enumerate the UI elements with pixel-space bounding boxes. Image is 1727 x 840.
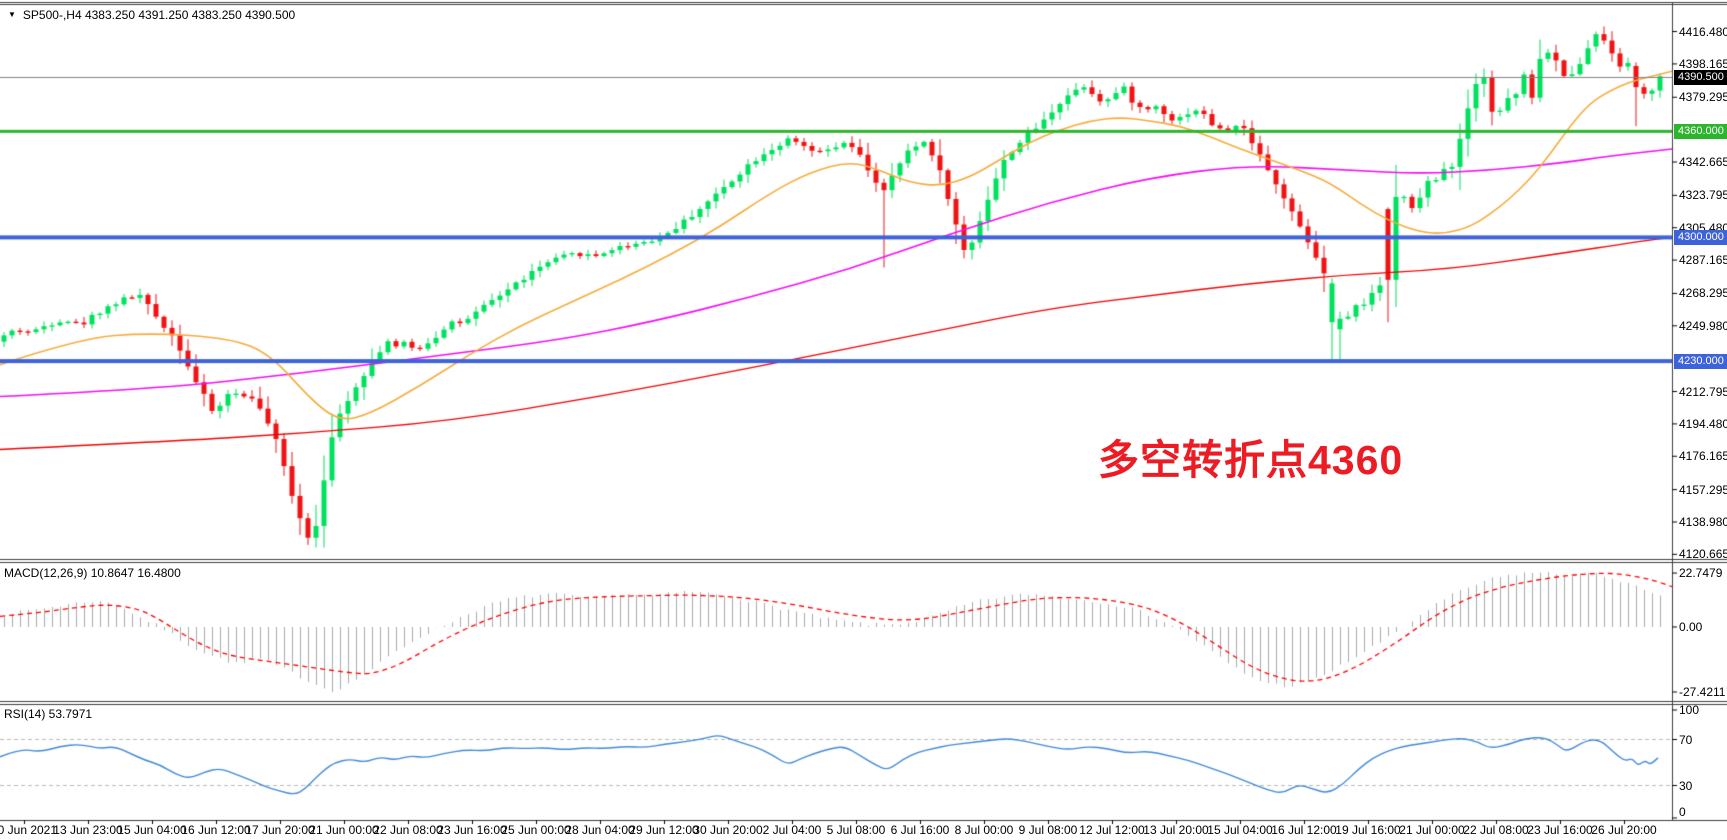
rsi-tick-label: 100: [1679, 703, 1700, 717]
price-tick-label: 4120.665: [1679, 547, 1727, 562]
price-tick-label: 4323.795: [1679, 188, 1727, 203]
time-tick-label: 5 Jul 08:00: [826, 823, 886, 837]
time-tick-label: 16 Jul 12:00: [1271, 823, 1337, 837]
macd-indicator-label: MACD(12,26,9) 10.8647 16.4800: [4, 566, 181, 580]
macd-tick-label: 22.7479: [1679, 566, 1723, 581]
price-level-badge: 4390.500: [1674, 69, 1727, 85]
time-tick-label: 22 Jul 08:00: [1463, 823, 1529, 837]
price-tick-label: 4138.980: [1679, 514, 1727, 529]
macd-tick-label: -27.4211: [1679, 684, 1726, 699]
time-tick-label: 29 Jun 12:00: [629, 823, 699, 837]
time-tick-label: 12 Jul 12:00: [1079, 823, 1145, 837]
price-tick-label: 4194.480: [1679, 416, 1727, 431]
time-tick-label: 8 Jul 00:00: [954, 823, 1014, 837]
time-tick-label: 17 Jun 20:00: [245, 823, 315, 837]
time-tick-label: 6 Jul 16:00: [890, 823, 950, 837]
price-tick-label: 4379.295: [1679, 90, 1727, 105]
time-tick-label: 15 Jun 04:00: [117, 823, 187, 837]
time-tick-label: 28 Jun 04:00: [565, 823, 635, 837]
symbol-dropdown-icon[interactable]: ▼: [8, 10, 16, 19]
price-tick-label: 4342.665: [1679, 154, 1727, 169]
chart-title: SP500-,H4 4383.250 4391.250 4383.250 439…: [22, 8, 296, 22]
time-tick-label: 16 Jun 12:00: [181, 823, 251, 837]
time-tick-label: 13 Jun 23:00: [53, 823, 123, 837]
time-tick-label: 23 Jun 16:00: [437, 823, 507, 837]
price-tick-label: 4398.165: [1679, 56, 1727, 71]
price-tick-label: 4416.480: [1679, 24, 1727, 39]
price-level-badge: 4230.000: [1674, 353, 1727, 369]
time-tick-label: 22 Jun 08:00: [373, 823, 443, 837]
price-tick-label: 4212.795: [1679, 384, 1727, 399]
rsi-tick-label: 30: [1679, 778, 1693, 793]
rsi-indicator-label: RSI(14) 53.7971: [4, 707, 93, 721]
time-tick-label: 10 Jun 2021: [0, 823, 58, 837]
price-tick-label: 4268.295: [1679, 286, 1727, 301]
time-tick-label: 15 Jul 04:00: [1207, 823, 1273, 837]
price-tick-label: 4249.980: [1679, 318, 1727, 333]
time-tick-label: 21 Jul 00:00: [1399, 823, 1465, 837]
time-tick-label: 23 Jul 16:00: [1527, 823, 1593, 837]
price-level-badge: 4300.000: [1674, 229, 1727, 245]
time-tick-label: 9 Jul 08:00: [1018, 823, 1078, 837]
chart-titlebar: ▼ SP500-,H4 4383.250 4391.250 4383.250 4…: [8, 8, 295, 22]
price-tick-label: 4176.165: [1679, 449, 1727, 464]
time-tick-label: 21 Jun 00:00: [309, 823, 379, 837]
rsi-tick-label: 0: [1679, 805, 1686, 819]
time-tick-label: 25 Jun 00:00: [501, 823, 571, 837]
time-tick-label: 13 Jul 20:00: [1143, 823, 1209, 837]
rsi-tick-label: 70: [1679, 732, 1693, 747]
time-tick-label: 19 Jul 16:00: [1335, 823, 1401, 837]
price-tick-label: 4157.295: [1679, 482, 1727, 497]
time-tick-label: 30 Jun 20:00: [693, 823, 763, 837]
time-tick-label: 26 Jul 20:00: [1591, 823, 1657, 837]
price-tick-label: 4287.165: [1679, 253, 1727, 268]
price-annotation[interactable]: 多空转折点4360: [1098, 437, 1404, 483]
macd-tick-label: 0.00: [1679, 619, 1703, 634]
price-level-badge: 4360.000: [1674, 123, 1727, 139]
time-tick-label: 2 Jul 04:00: [762, 823, 822, 837]
